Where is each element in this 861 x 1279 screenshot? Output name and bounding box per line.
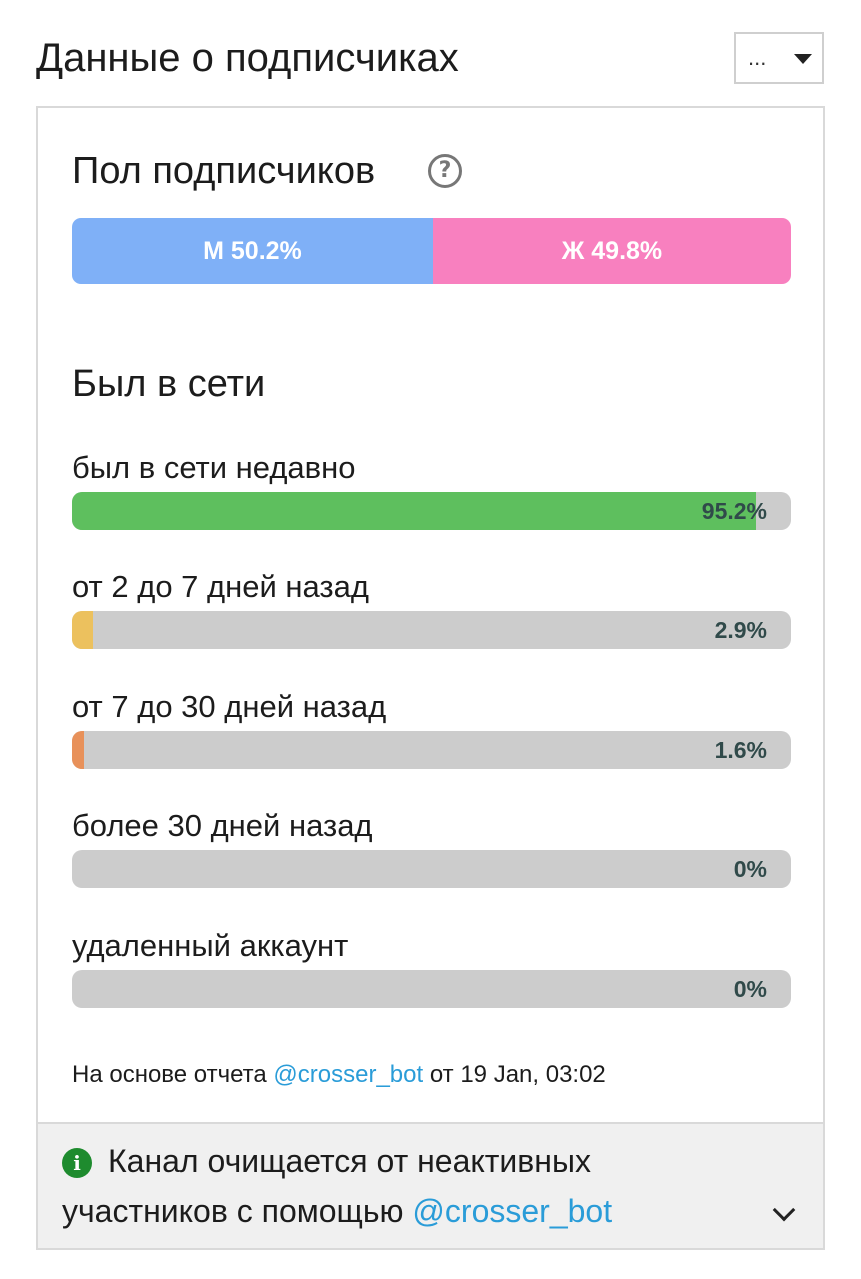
online-progress-bar: 0% <box>72 850 791 888</box>
info-circle-icon: i <box>62 1148 92 1178</box>
question-circle-icon[interactable]: ? <box>428 154 462 188</box>
cleanup-info-panel[interactable]: i Канал очищается от неактивных участник… <box>38 1122 823 1248</box>
page-title: Данные о подписчиках <box>36 36 459 80</box>
period-select-value: ... <box>748 45 767 70</box>
online-row-label: от 2 до 7 дней назад <box>72 569 369 604</box>
online-percent: 1.6% <box>714 737 767 763</box>
online-row: от 7 до 30 дней назад 1.6% <box>72 689 791 769</box>
online-row-label: более 30 дней назад <box>72 808 373 843</box>
online-progress-fill <box>72 611 93 649</box>
cleanup-bot-link[interactable]: @crosser_bot <box>412 1193 613 1229</box>
report-suffix: от 19 Jan, 03:02 <box>429 1061 606 1088</box>
caret-down-icon <box>794 54 812 64</box>
online-section-title: Был в сети <box>72 363 266 405</box>
online-row: удаленный аккаунт 0% <box>72 928 791 1008</box>
report-prefix: На основе отчета <box>72 1061 267 1088</box>
online-row-label: от 7 до 30 дней назад <box>72 689 387 724</box>
online-row-label: удаленный аккаунт <box>72 928 349 963</box>
gender-segment-male: М 50.2% <box>72 218 433 284</box>
online-row-label: был в сети недавно <box>72 450 356 485</box>
online-row: от 2 до 7 дней назад 2.9% <box>72 569 791 649</box>
gender-segment-female: Ж 49.8% <box>432 218 791 284</box>
cleanup-info-message: Канал очищается от неактивных участников… <box>62 1143 591 1229</box>
subscribers-card: Пол подписчиков ? М 50.2% Ж 49.8% Был в … <box>36 106 825 1250</box>
online-percent: 2.9% <box>714 617 767 643</box>
gender-section-title: Пол подписчиков <box>72 150 376 192</box>
report-bot-link[interactable]: @crosser_bot <box>273 1061 424 1088</box>
online-progress-fill <box>72 492 757 530</box>
gender-bar: М 50.2% Ж 49.8% <box>72 218 791 284</box>
header: Данные о подписчиках ... <box>36 30 825 88</box>
period-select[interactable]: ... <box>734 32 824 84</box>
online-percent: 0% <box>733 976 767 1002</box>
online-percent: 95.2% <box>701 498 767 524</box>
online-percent: 0% <box>733 856 767 882</box>
chevron-down-icon[interactable] <box>772 1198 796 1222</box>
online-progress-bar: 1.6% <box>72 731 791 769</box>
online-progress-fill <box>72 731 84 769</box>
online-progress-bar: 0% <box>72 970 791 1008</box>
cleanup-info-text: Канал очищается от неактивных участников… <box>62 1136 742 1236</box>
online-row: был в сети недавно 95.2% <box>72 450 791 530</box>
online-progress-bar: 2.9% <box>72 611 791 649</box>
online-row: более 30 дней назад 0% <box>72 808 791 888</box>
report-note: На основе отчета @crosser_bot от 19 Jan,… <box>72 1060 606 1090</box>
online-progress-bar: 95.2% <box>72 492 791 530</box>
